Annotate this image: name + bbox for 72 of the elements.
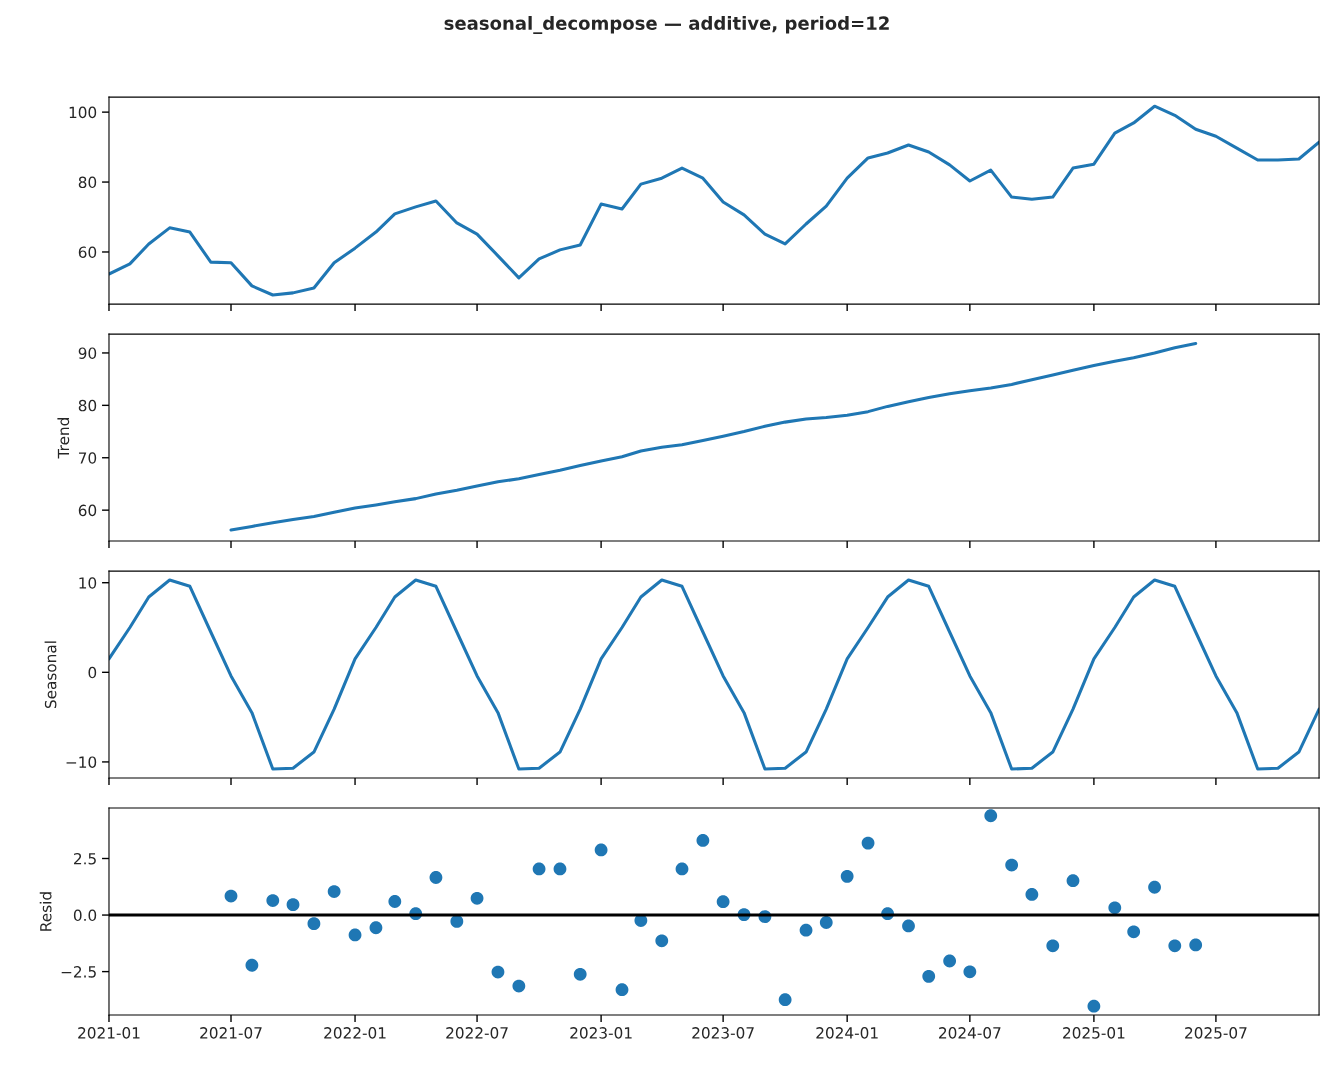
y-tick-label: 80: [78, 176, 97, 189]
point: [266, 894, 280, 907]
y-tick-label: −2.5: [61, 966, 96, 978]
point: [1127, 925, 1141, 939]
x-tick-label: 2022-07: [446, 1027, 508, 1039]
y-tick-label: 10: [79, 577, 97, 589]
point: [369, 921, 383, 935]
line-series: [108, 578, 1320, 771]
line-series: [229, 341, 1198, 532]
chart-title: seasonal_decompose — additive, period=12: [444, 16, 889, 34]
point: [861, 836, 875, 850]
point: [245, 958, 259, 972]
y-tick-label: 90: [78, 347, 97, 359]
x-tick-label: 2021-01: [78, 1027, 140, 1039]
point: [778, 993, 792, 1007]
y-tick-label: 60: [78, 504, 97, 517]
point: [615, 983, 629, 997]
y-axis-title: Resid: [39, 892, 52, 931]
x-tick-label: 2023-01: [570, 1027, 632, 1039]
point: [1046, 939, 1060, 953]
point: [1025, 888, 1039, 901]
x-tick-label: 2024-01: [816, 1027, 878, 1039]
point: [286, 898, 300, 912]
point: [348, 928, 362, 942]
point: [1189, 938, 1203, 952]
x-tick-label: 2022-01: [324, 1027, 386, 1039]
point: [1005, 858, 1019, 872]
x-tick-label: 2023-07: [692, 1027, 754, 1039]
point: [553, 862, 567, 876]
point: [675, 862, 689, 876]
y-tick-label: 0.0: [73, 909, 97, 922]
point: [1148, 880, 1161, 894]
point: [224, 889, 238, 903]
point: [922, 969, 936, 983]
point: [696, 834, 710, 847]
point: [840, 869, 854, 883]
point: [594, 843, 608, 857]
y-tick-label: 80: [78, 399, 97, 412]
y-tick-label: 2.5: [74, 852, 96, 865]
x-tick-label: 2025-01: [1063, 1027, 1125, 1039]
point: [307, 917, 321, 931]
line-series: [108, 104, 1320, 297]
point: [984, 809, 998, 823]
point: [943, 954, 957, 968]
point: [819, 916, 833, 929]
point: [327, 885, 341, 898]
y-tick-label: 70: [78, 452, 97, 464]
y-tick-label: 0: [88, 666, 97, 679]
point: [799, 923, 813, 937]
y-axis-title: Trend: [57, 418, 70, 459]
point: [491, 965, 505, 979]
point: [573, 967, 587, 981]
point: [655, 934, 669, 948]
point: [429, 871, 443, 884]
point: [1087, 999, 1101, 1013]
point: [716, 895, 730, 909]
x-tick-label: 2025-07: [1185, 1027, 1247, 1039]
y-tick-label: 100: [69, 106, 97, 119]
point: [1066, 874, 1080, 888]
point: [1108, 901, 1122, 915]
point: [1168, 939, 1182, 953]
point: [963, 965, 977, 979]
y-tick-label: 60: [78, 246, 97, 258]
point: [470, 891, 484, 905]
point: [532, 862, 546, 876]
y-tick-label: −10: [66, 756, 97, 768]
point: [512, 979, 526, 993]
point: [388, 895, 402, 908]
point: [902, 919, 915, 933]
x-tick-label: 2021-07: [200, 1027, 262, 1039]
y-axis-title: Seasonal: [44, 641, 57, 709]
x-tick-label: 2024-07: [939, 1027, 1001, 1039]
